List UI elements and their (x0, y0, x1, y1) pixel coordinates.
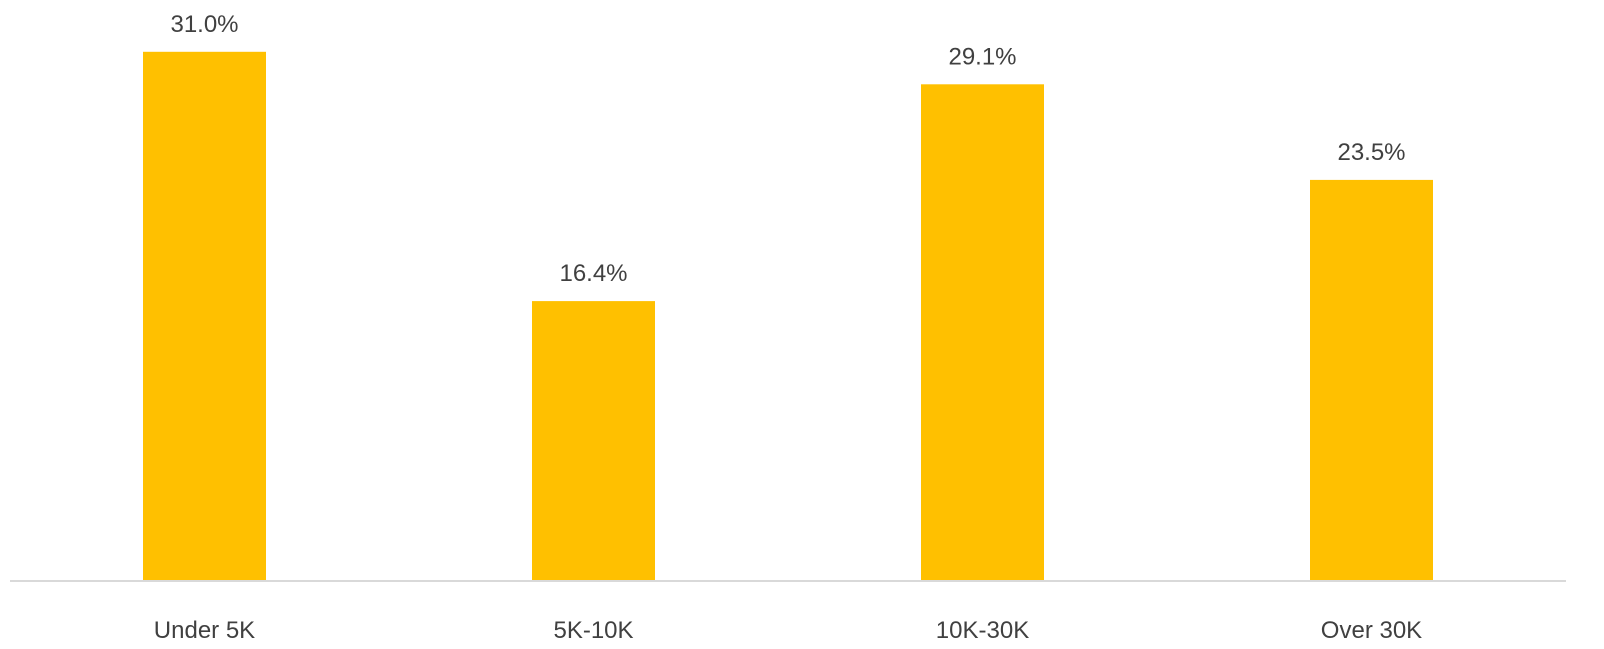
bar-0 (143, 51, 266, 582)
x-tick-label-1: 5K-10K (553, 617, 633, 644)
data-label-0: 31.0% (170, 11, 238, 38)
data-label-1: 16.4% (559, 260, 627, 287)
data-labels-group: 31.0% 16.4% 29.1% 23.5% (170, 11, 1405, 287)
bar-3 (1310, 179, 1433, 581)
data-label-3: 23.5% (1337, 139, 1405, 166)
x-tick-label-3: Over 30K (1321, 617, 1422, 644)
data-label-2: 29.1% (948, 43, 1016, 70)
x-tick-labels-group: Under 5K 5K-10K 10K-30K Over 30K (154, 617, 1422, 644)
bar-2 (921, 84, 1044, 582)
x-tick-label-2: 10K-30K (936, 617, 1029, 644)
x-tick-label-0: Under 5K (154, 617, 255, 644)
bars-group (143, 51, 1433, 582)
bar-1 (532, 301, 655, 581)
